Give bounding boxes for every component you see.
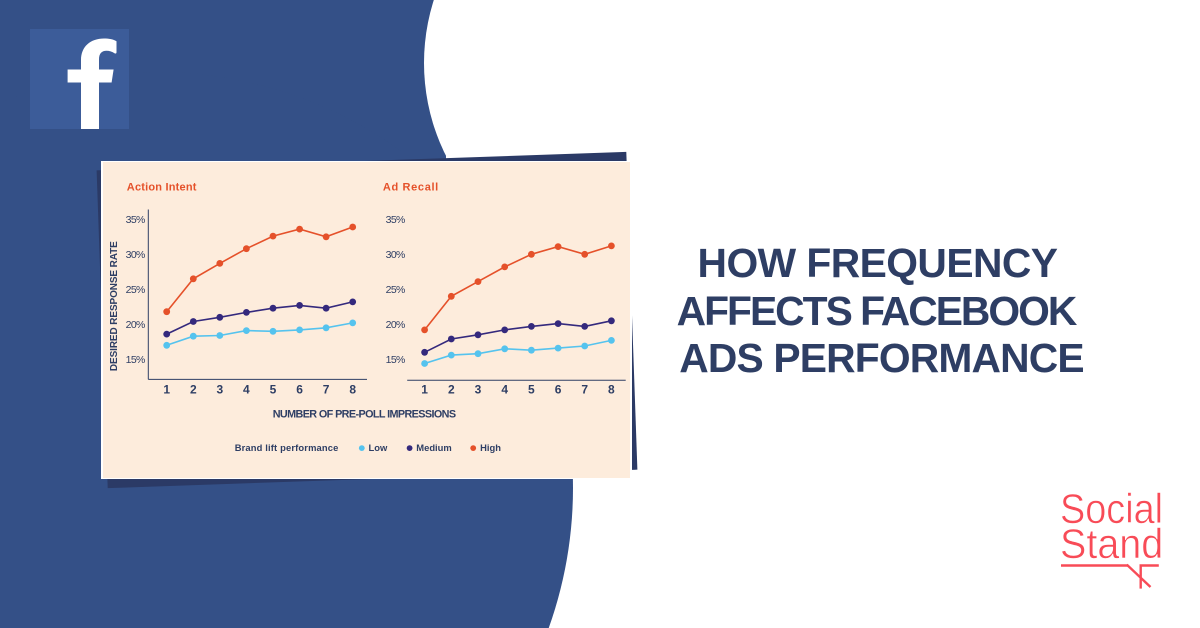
svg-text:15%: 15% [386, 354, 405, 366]
svg-text:Ad Recall: Ad Recall [383, 182, 439, 194]
svg-text:5: 5 [270, 382, 277, 396]
svg-text:30%: 30% [386, 249, 405, 261]
svg-text:20%: 20% [386, 319, 405, 331]
svg-text:6: 6 [555, 382, 562, 396]
svg-text:Medium: Medium [416, 442, 451, 453]
svg-text:Low: Low [369, 442, 388, 453]
svg-text:8: 8 [349, 382, 356, 396]
svg-text:35%: 35% [126, 214, 145, 226]
svg-text:30%: 30% [126, 249, 145, 261]
svg-text:4: 4 [243, 382, 250, 396]
svg-text:25%: 25% [126, 284, 145, 296]
svg-text:35%: 35% [386, 214, 405, 226]
svg-text:3: 3 [475, 382, 482, 396]
svg-text:20%: 20% [126, 319, 145, 331]
svg-text:NUMBER OF PRE-POLL IMPRESSIONS: NUMBER OF PRE-POLL IMPRESSIONS [273, 408, 456, 420]
svg-text:7: 7 [323, 382, 330, 396]
svg-text:2: 2 [190, 382, 197, 396]
svg-text:4: 4 [501, 382, 508, 396]
svg-text:Action Intent: Action Intent [127, 182, 197, 194]
svg-text:7: 7 [581, 382, 588, 396]
svg-text:Brand lift performance: Brand lift performance [235, 442, 339, 453]
svg-text:2: 2 [448, 382, 455, 396]
svg-text:25%: 25% [386, 284, 405, 296]
svg-text:15%: 15% [126, 354, 145, 366]
svg-text:High: High [480, 442, 501, 453]
svg-text:3: 3 [216, 382, 223, 396]
svg-text:DESIRED RESPONSE RATE: DESIRED RESPONSE RATE [109, 241, 120, 371]
svg-text:5: 5 [528, 382, 535, 396]
svg-text:1: 1 [163, 382, 170, 396]
svg-text:8: 8 [608, 382, 615, 396]
svg-text:6: 6 [296, 382, 303, 396]
svg-text:1: 1 [421, 382, 428, 396]
